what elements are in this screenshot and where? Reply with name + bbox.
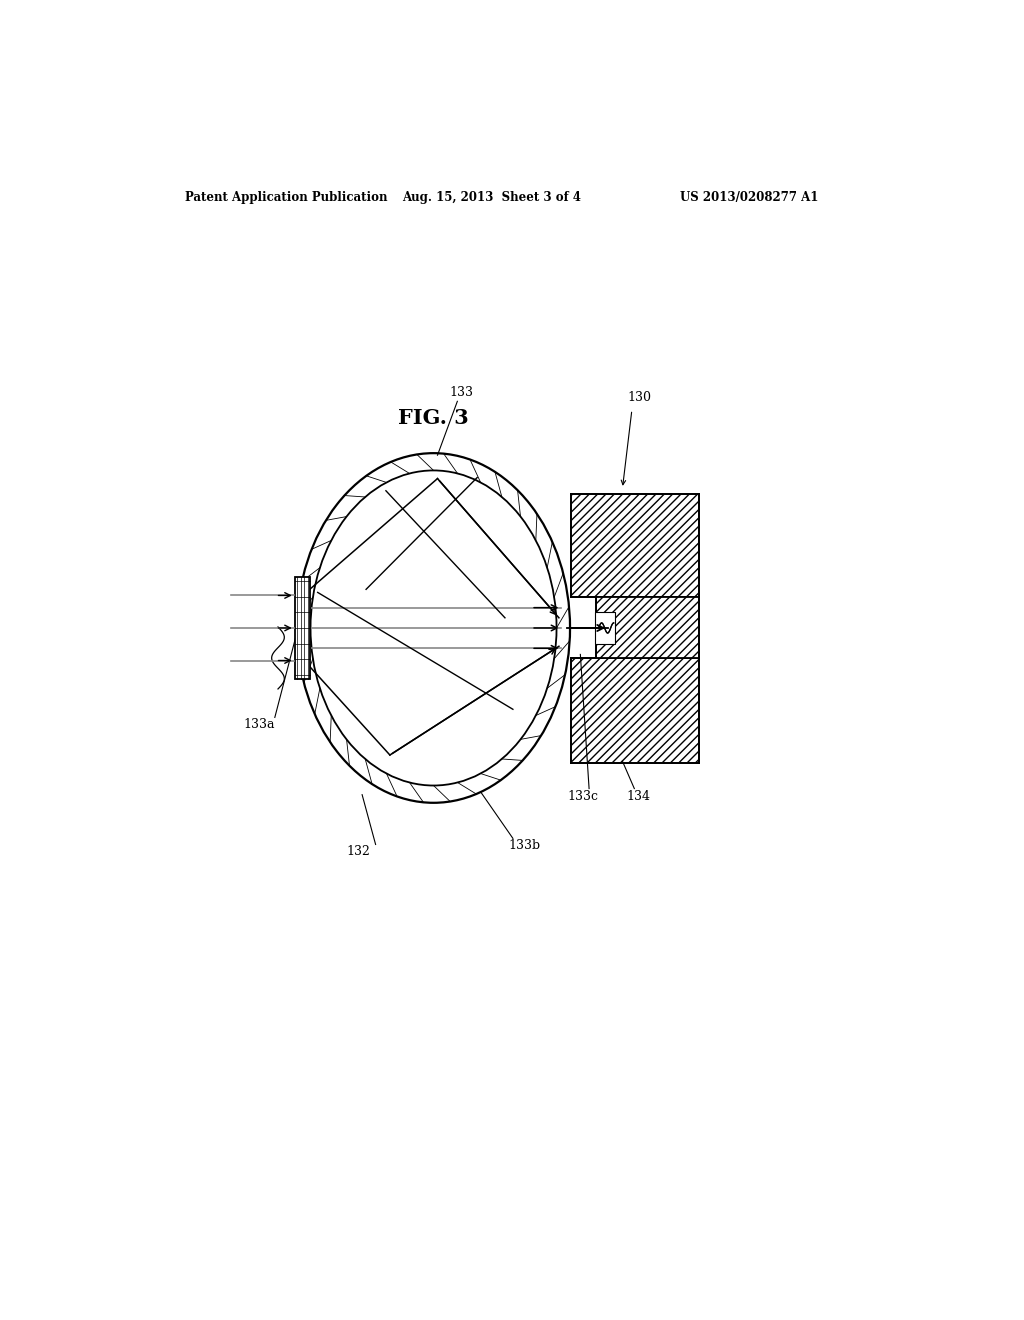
Text: Aug. 15, 2013  Sheet 3 of 4: Aug. 15, 2013 Sheet 3 of 4: [401, 190, 581, 203]
Bar: [296, 577, 309, 678]
Bar: [570, 494, 699, 598]
Text: 133a: 133a: [243, 718, 274, 731]
Text: Patent Application Publication: Patent Application Publication: [185, 190, 388, 203]
Bar: [595, 611, 615, 644]
Text: 133: 133: [450, 385, 473, 399]
Text: 133c: 133c: [567, 791, 598, 803]
Text: FIG. 3: FIG. 3: [398, 408, 469, 428]
Text: US 2013/0208277 A1: US 2013/0208277 A1: [680, 190, 818, 203]
Circle shape: [297, 453, 570, 803]
Text: 133b: 133b: [509, 840, 541, 851]
Bar: [596, 598, 699, 659]
Text: 134: 134: [627, 791, 650, 803]
Bar: [570, 659, 699, 763]
Text: 132: 132: [346, 845, 370, 858]
Text: 130: 130: [628, 391, 652, 404]
